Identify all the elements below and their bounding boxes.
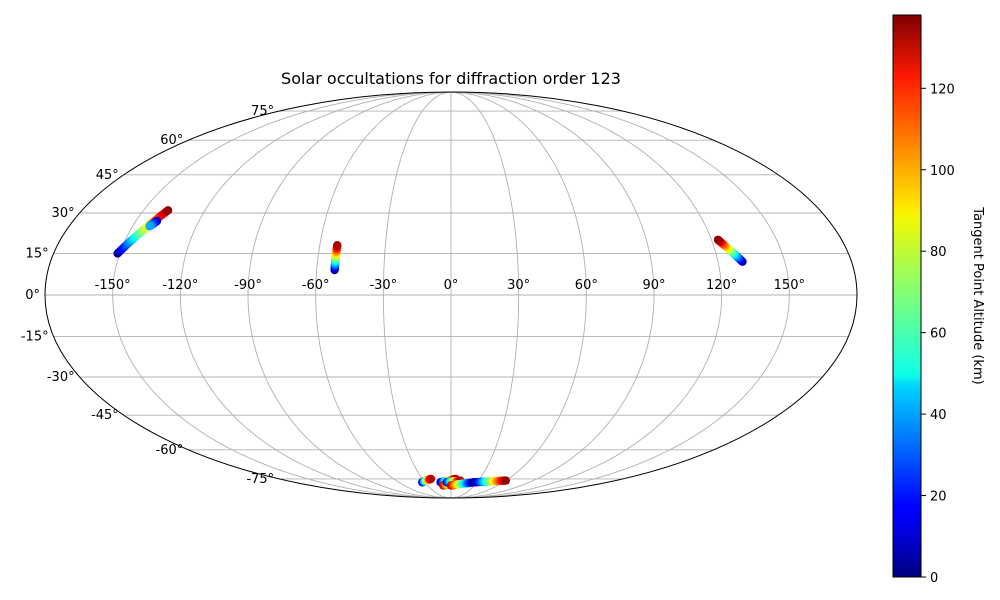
occultation-point: [333, 241, 342, 250]
longitude-gridline: [247, 92, 452, 498]
colorbar-tick-label: 0: [930, 571, 938, 586]
colorbar-ticks: 0 20 40 60 80 100 120: [921, 82, 955, 586]
longitude-tick-label: -150°: [95, 278, 131, 293]
graticule: [45, 92, 857, 498]
latitude-tick-label: 60°: [160, 133, 183, 148]
longitude-gridline: [315, 92, 452, 498]
longitude-tick-labels: -150° -120° -90° -60° -30° 0° 30° 60° 90° 120° 150…: [95, 278, 805, 293]
latitude-tick-label: 30°: [52, 206, 75, 221]
longitude-gridline: [179, 92, 452, 498]
colorbar-tick-label: 120: [930, 82, 955, 97]
longitude-tick-label: 60°: [575, 278, 598, 293]
colorbar-tick-label: 20: [930, 490, 947, 505]
occultation-point: [163, 206, 173, 215]
colorbar: 0 20 40 60 80 100 120 Tangent Point Altitude (…: [892, 14, 985, 586]
colorbar-tick-label: 40: [930, 408, 947, 423]
longitude-gridline: [450, 92, 723, 498]
colorbar-tick-label: 60: [930, 327, 947, 342]
latitude-tick-label: -60°: [156, 443, 184, 458]
map-outline: [44, 91, 858, 499]
latitude-tick-label: -30°: [47, 370, 75, 385]
colorbar-label: Tangent Point Altitude (km): [970, 206, 985, 384]
latitude-tick-label: 45°: [96, 168, 119, 183]
longitude-gridline: [450, 92, 655, 498]
occultation-point: [713, 235, 723, 244]
latitude-tick-labels: 75° 60° 45° 30° 15° 0° -15° -30° -45° -60° -75°: [21, 104, 274, 487]
latitude-tick-label: 15°: [26, 246, 49, 261]
longitude-gridline: [450, 92, 520, 498]
colorbar-tick-label: 100: [930, 164, 955, 179]
colorbar-gradient: [892, 14, 922, 578]
occultation-point: [426, 474, 436, 484]
longitude-tick-label: -60°: [302, 278, 330, 293]
occultation-point: [145, 222, 154, 231]
longitude-gridline: [450, 92, 587, 498]
longitude-tick-label: 150°: [774, 278, 805, 293]
latitude-tick-label: 75°: [251, 104, 274, 119]
longitude-tick-label: -90°: [234, 278, 262, 293]
latitude-tick-label: 0°: [25, 288, 40, 303]
occultation-points: [113, 206, 747, 490]
longitude-tick-label: -120°: [162, 278, 198, 293]
latitude-tick-label: -45°: [91, 408, 119, 423]
longitude-tick-label: 0°: [444, 278, 459, 293]
latitude-tick-label: -75°: [246, 472, 274, 487]
longitude-gridline: [112, 92, 452, 498]
longitude-tick-label: 120°: [706, 278, 737, 293]
latitude-tick-label: -15°: [21, 330, 49, 345]
longitude-gridline: [382, 92, 452, 498]
colorbar-tick-label: 80: [930, 245, 947, 260]
occultation-point: [501, 476, 510, 485]
longitude-tick-label: 90°: [642, 278, 665, 293]
longitude-gridline: [450, 92, 790, 498]
longitude-tick-label: -30°: [369, 278, 397, 293]
map-frame: [44, 91, 858, 499]
longitude-tick-label: 30°: [507, 278, 530, 293]
chart-title: Solar occultations for diffraction order…: [281, 69, 621, 88]
